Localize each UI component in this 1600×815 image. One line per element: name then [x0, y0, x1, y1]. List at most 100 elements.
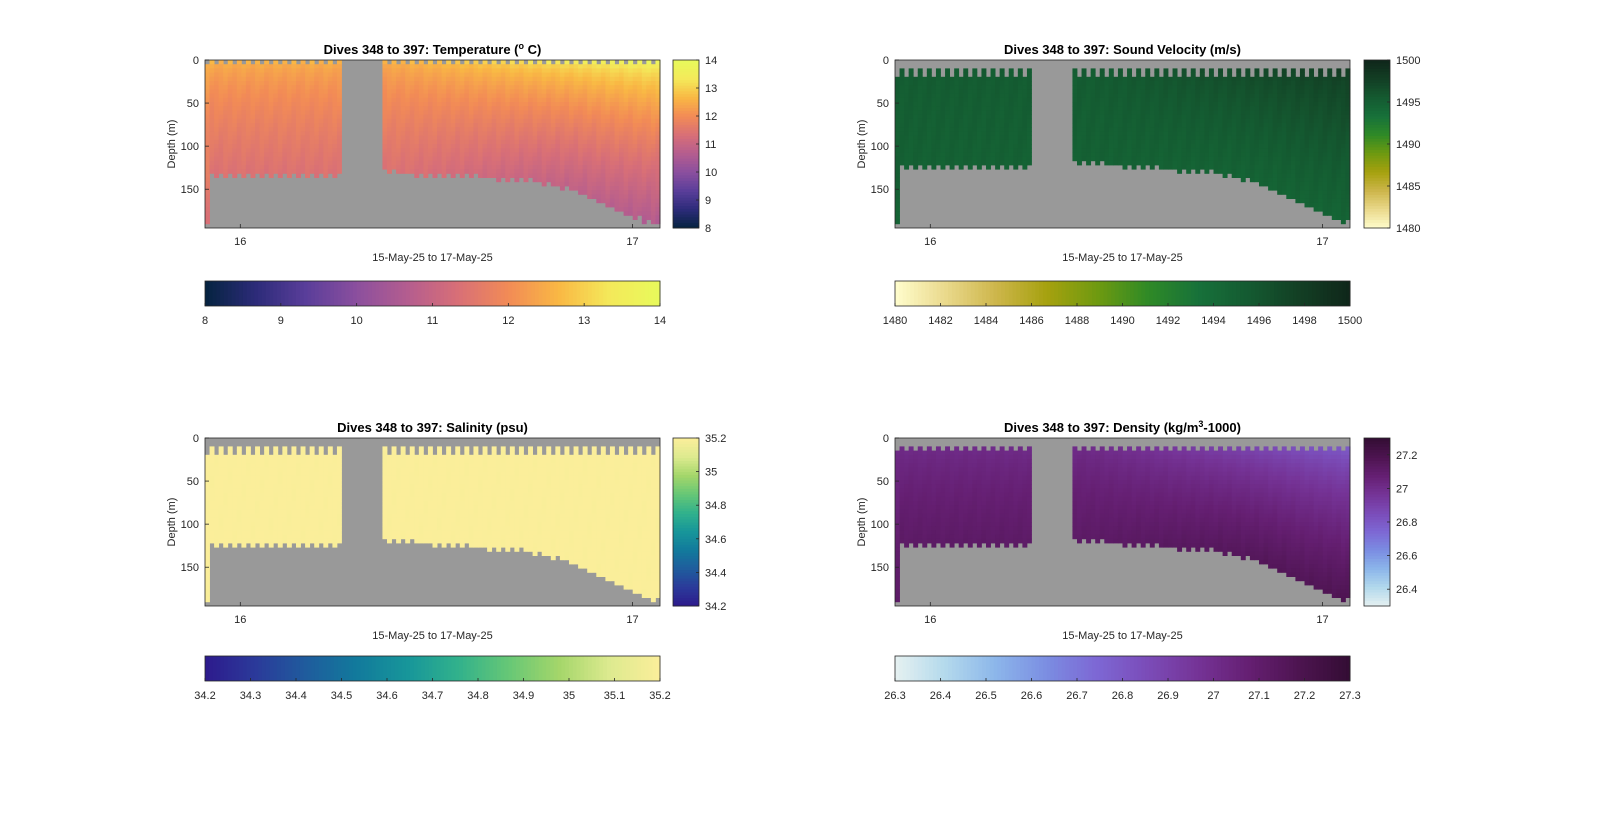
heatmap-cell: [1095, 148, 1101, 153]
heatmap-cell: [1222, 156, 1228, 162]
heatmap-cell: [441, 139, 447, 145]
heatmap-cell: [564, 127, 570, 132]
heatmap-cell: [218, 106, 224, 111]
heatmap-cell: [414, 76, 420, 82]
heatmap-cell: [1290, 148, 1296, 153]
colorbar-swatch: [565, 281, 570, 306]
heatmap-cell: [1004, 76, 1010, 82]
heatmap-cell: [437, 160, 442, 166]
heatmap-cell: [637, 81, 643, 86]
heatmap-cell: [967, 127, 973, 132]
heatmap-cell: [619, 76, 624, 82]
colorbar-swatch: [673, 71, 699, 75]
heatmap-cell: [491, 93, 497, 99]
heatmap-cell: [954, 144, 960, 149]
heatmap-cell: [505, 148, 511, 153]
heatmap-cell: [1158, 85, 1164, 90]
heatmap-cell: [1090, 114, 1096, 120]
heatmap-cell: [509, 165, 515, 170]
heatmap-cell: [1004, 93, 1010, 99]
heatmap-cell: [1204, 114, 1210, 120]
heatmap-cell: [218, 123, 224, 128]
heatmap-cell: [505, 110, 511, 115]
heatmap-cell: [1081, 76, 1087, 82]
heatmap-cell: [628, 198, 634, 204]
heatmap-cell: [573, 102, 579, 107]
heatmap-cell: [259, 106, 265, 111]
heatmap-cells: [205, 60, 661, 225]
heatmap-cell: [614, 194, 620, 199]
heatmap-cell: [1163, 110, 1169, 115]
heatmap-cell: [981, 156, 987, 162]
heatmap-cell: [518, 165, 524, 170]
heatmap-cell: [1017, 85, 1023, 90]
heatmap-cell: [609, 173, 615, 178]
colorbar-swatch: [288, 281, 293, 306]
heatmap-cell: [409, 156, 415, 162]
heatmap-cell: [241, 160, 247, 166]
heatmap-cell: [1017, 114, 1023, 120]
heatmap-cell: [1095, 106, 1101, 111]
heatmap-cell: [981, 76, 987, 82]
colorbar-swatch: [673, 113, 699, 117]
heatmap-cell: [391, 156, 397, 162]
heatmap-cell: [268, 144, 274, 149]
heatmap-cell: [446, 102, 452, 107]
heatmap-cell: [487, 139, 493, 145]
heatmap-cell: [1208, 93, 1214, 99]
heatmap-cell: [641, 173, 647, 178]
heatmap-cell: [1004, 106, 1010, 111]
heatmap-cell: [427, 72, 433, 78]
heatmap-cell: [963, 127, 969, 132]
colorbar-swatch: [673, 132, 699, 137]
heatmap-cell: [922, 97, 928, 103]
heatmap-cell: [1277, 127, 1283, 132]
heatmap-cell: [1313, 148, 1319, 153]
heatmap-cell: [205, 211, 210, 216]
heatmap-cell: [250, 68, 256, 73]
heatmap-cell: [218, 127, 224, 132]
heatmap-cell: [400, 135, 406, 141]
heatmap-cell: [218, 169, 224, 174]
heatmap-cell: [582, 72, 588, 78]
heatmap-cell: [990, 139, 996, 145]
heatmap-cell: [600, 144, 606, 149]
heatmap-cell: [1213, 89, 1219, 94]
heatmap-cell: [336, 139, 342, 145]
colorbar-swatch: [451, 281, 456, 306]
heatmap-cell: [550, 165, 556, 170]
colorbar-swatch: [550, 281, 555, 306]
heatmap-cell: [273, 60, 279, 65]
heatmap-cell: [1190, 110, 1196, 115]
heatmap-cell: [478, 118, 483, 124]
heatmap-cell: [1240, 85, 1246, 90]
heatmap-cell: [632, 85, 638, 90]
heatmap-cell: [491, 135, 497, 141]
heatmap-cell: [305, 160, 311, 166]
colorbar-swatch: [673, 219, 699, 223]
heatmap-cell: [437, 93, 442, 99]
colorbar-swatch: [673, 60, 699, 64]
heatmap-cell: [1186, 118, 1192, 124]
heatmap-cell: [441, 97, 447, 103]
heatmap-cell: [1104, 139, 1110, 145]
heatmap-cell: [655, 215, 661, 220]
heatmap-cell: [1318, 169, 1324, 174]
heatmap-cell: [1272, 169, 1278, 174]
heatmap-cell: [1090, 118, 1096, 124]
heatmap-cell: [1122, 160, 1128, 166]
heatmap-cell: [1259, 181, 1264, 187]
heatmap-cell: [423, 68, 429, 73]
heatmap-cell: [318, 93, 324, 99]
heatmap-cell: [296, 106, 301, 111]
heatmap-cell: [967, 102, 973, 107]
colorbar-tick-label: 8: [705, 223, 711, 235]
heatmap-cell: [432, 110, 438, 115]
heatmap-cell: [1195, 102, 1201, 107]
heatmap-cell: [1177, 106, 1183, 111]
heatmap-cell: [1249, 118, 1255, 124]
heatmap-cell: [209, 148, 215, 153]
heatmap-cell: [1158, 81, 1164, 86]
heatmap-cell: [1090, 139, 1096, 145]
heatmap-cell: [291, 89, 297, 94]
